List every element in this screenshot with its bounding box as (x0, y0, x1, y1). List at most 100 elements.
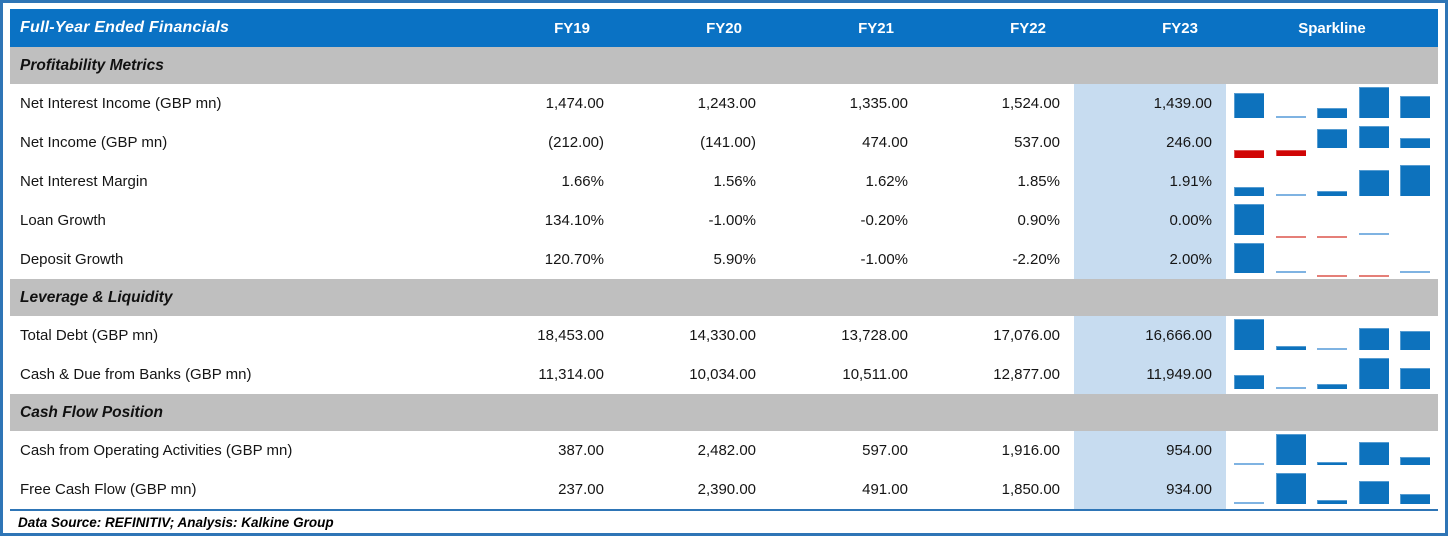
sparkline (1234, 470, 1430, 509)
value-cell: 12,877.00 (993, 366, 1060, 383)
sparkline-cell (1226, 84, 1438, 123)
value-cell: 10,511.00 (842, 366, 908, 383)
sparkline-bar (1400, 96, 1430, 118)
sparkline (1234, 123, 1430, 162)
sparkline-bar (1234, 92, 1264, 118)
value-cell-fy23: 2.00% (1074, 240, 1226, 279)
column-header-fy23: FY23 (1162, 19, 1198, 37)
table-row: Net Income (GBP mn) (212.00) (141.00) 474.0… (10, 123, 1438, 162)
value-cell: 5.90% (713, 251, 756, 268)
sparkline (1234, 240, 1430, 279)
value-cell-fy23: 954.00 (1074, 431, 1226, 470)
sparkline-cell (1226, 240, 1438, 279)
value-cell: 1.56% (713, 173, 756, 190)
table-row: Free Cash Flow (GBP mn) 237.00 2,390.00 491… (10, 470, 1438, 509)
value-cell: 1,850.00 (1001, 481, 1060, 498)
value-cell-fy23: 1,439.00 (1074, 84, 1226, 123)
value-cell: 13,728.00 (841, 327, 908, 344)
value-cell: (141.00) (700, 134, 756, 151)
sparkline-bar (1400, 368, 1430, 389)
sparkline (1234, 431, 1430, 470)
sparkline-bar (1400, 456, 1430, 465)
sparkline-bar (1234, 243, 1264, 274)
row-label: Cash from Operating Activities (GBP mn) (20, 442, 293, 459)
value-cell-fy23: 246.00 (1074, 123, 1226, 162)
sparkline-bar (1358, 480, 1389, 504)
value-cell: 1,335.00 (849, 95, 908, 112)
sparkline-bar (1234, 187, 1264, 196)
row-label: Loan Growth (20, 212, 106, 229)
table-row: Loan Growth 134.10% -1.00% -0.20% 0.90% 0.00% (10, 201, 1438, 240)
value-cell: -1.00% (860, 251, 908, 268)
row-label: Net Interest Margin (20, 173, 148, 190)
table-title: Full-Year Ended Financials (20, 19, 230, 36)
column-header-fy20: FY20 (706, 19, 742, 37)
sparkline (1234, 84, 1430, 123)
table-body: Profitability Metrics Net Interest Income… (10, 47, 1438, 509)
sparkline-cell (1226, 123, 1438, 162)
column-header-sparkline: Sparkline (1298, 19, 1366, 37)
table-row: Net Interest Margin 1.66% 1.56% 1.62% 1.85% 1… (10, 162, 1438, 201)
section-title: Leverage & Liquidity (20, 288, 173, 306)
section-row: Leverage & Liquidity (10, 279, 1438, 316)
value-cell: 1,916.00 (1001, 442, 1060, 459)
value-cell: 1.66% (561, 173, 604, 190)
sparkline-bar (1275, 271, 1306, 274)
value-cell: -1.00% (708, 212, 756, 229)
value-cell: 237.00 (558, 481, 604, 498)
value-cell-fy23: 1.91% (1074, 162, 1226, 201)
table-row: Total Debt (GBP mn) 18,453.00 14,330.00 13,… (10, 316, 1438, 355)
sparkline-bar (1358, 87, 1389, 118)
sparkline-cell (1226, 162, 1438, 201)
sparkline-bar (1275, 346, 1306, 350)
sparkline-bar (1275, 194, 1306, 196)
sparkline-cell (1226, 316, 1438, 355)
sparkline-bar (1234, 319, 1264, 350)
column-header-fy19: FY19 (554, 19, 590, 37)
sparkline-bar (1400, 165, 1430, 196)
value-cell-fy23: 934.00 (1074, 470, 1226, 509)
sparkline-bar (1275, 473, 1306, 504)
sparkline-bar (1275, 236, 1306, 239)
sparkline-bar (1358, 170, 1389, 196)
value-cell: 597.00 (862, 442, 908, 459)
sparkline (1234, 162, 1430, 201)
row-label: Net Income (GBP mn) (20, 134, 168, 151)
sparkline-bar (1275, 434, 1306, 465)
sparkline-bar (1275, 116, 1306, 118)
sparkline-bar (1358, 328, 1389, 350)
value-cell: 1,474.00 (545, 95, 604, 112)
sparkline-bar (1317, 128, 1347, 149)
table-row: Cash from Operating Activities (GBP mn) 3… (10, 431, 1438, 470)
column-header-fy22: FY22 (1010, 19, 1046, 37)
value-cell: -2.20% (1012, 251, 1060, 268)
sparkline-bar (1400, 138, 1430, 149)
value-cell: 14,330.00 (689, 327, 756, 344)
value-cell: 11,314.00 (538, 366, 604, 383)
sparkline-bar (1317, 274, 1347, 277)
row-label: Free Cash Flow (GBP mn) (20, 481, 197, 498)
sparkline-bar (1234, 502, 1264, 504)
sparkline-bar (1234, 463, 1264, 465)
section-title: Profitability Metrics (20, 56, 164, 74)
sparkline-bar (1317, 190, 1347, 196)
value-cell: 1,243.00 (697, 95, 756, 112)
sparkline-bar (1234, 204, 1264, 235)
value-cell: 2,482.00 (697, 442, 756, 459)
source-footer: Data Source: REFINITIV; Analysis: Kalkin… (10, 509, 1438, 533)
sparkline-bar (1358, 442, 1389, 465)
section-row: Profitability Metrics (10, 47, 1438, 84)
sparkline-cell (1226, 431, 1438, 470)
table-row: Deposit Growth 120.70% 5.90% -1.00% -2.20% 2.… (10, 240, 1438, 279)
sparkline-bar (1275, 387, 1306, 389)
value-cell: 2,390.00 (697, 481, 756, 498)
value-cell: 10,034.00 (689, 366, 756, 383)
table-header-row: Full-Year Ended Financials FY19 FY20 FY2… (10, 9, 1438, 47)
value-cell: 537.00 (1014, 134, 1060, 151)
sparkline-bar (1317, 461, 1347, 465)
sparkline-bar (1358, 274, 1389, 277)
sparkline-cell (1226, 355, 1438, 394)
value-cell-fy23: 16,666.00 (1074, 316, 1226, 355)
value-cell: 120.70% (544, 251, 604, 268)
